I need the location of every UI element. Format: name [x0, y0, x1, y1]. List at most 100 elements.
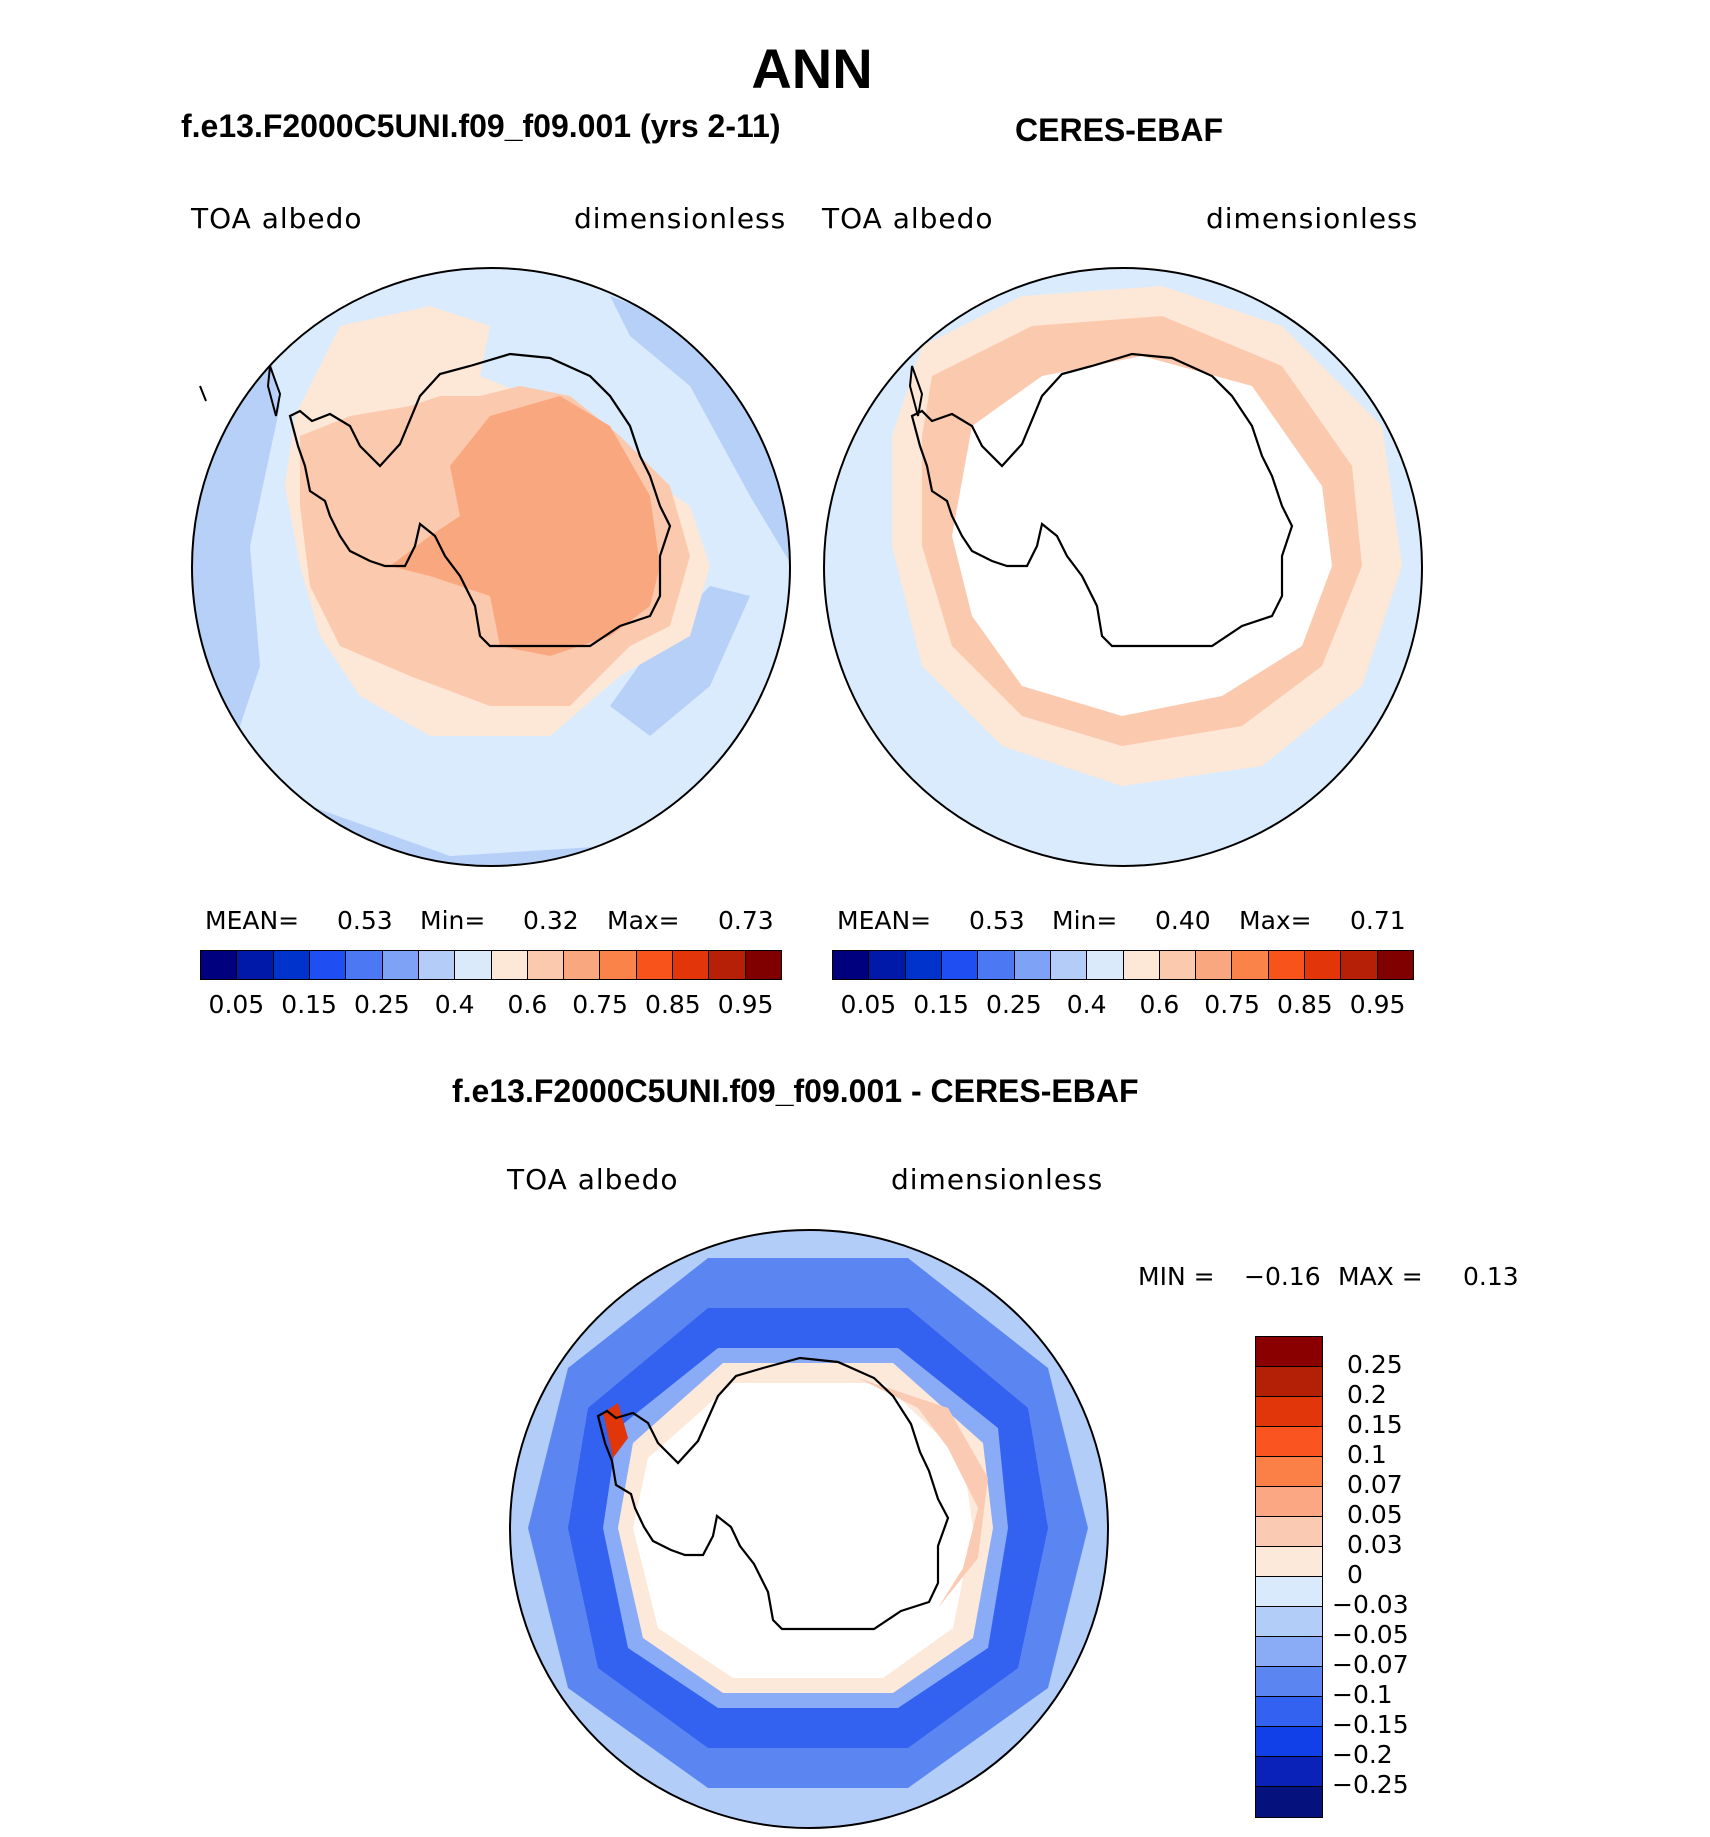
- model-colorbar-swatch: [237, 951, 274, 979]
- diff-colorbar-swatch: [1256, 1457, 1322, 1487]
- diff-colorbar-tick-label: −0.1: [1332, 1680, 1393, 1709]
- model-colorbar-ticks: 0.05 0.15 0.25 0.4 0.6 0.75 0.85 0.95: [200, 990, 782, 1020]
- model-mean-label: MEAN=: [205, 906, 300, 935]
- diff-colorbar-swatch: [1256, 1517, 1322, 1547]
- obs-colorbar-swatch: [1341, 951, 1378, 979]
- diff-colorbar: [1255, 1336, 1323, 1818]
- obs-case-title: CERES-EBAF: [1015, 112, 1224, 148]
- diff-colorbar-tick-label: 0: [1347, 1560, 1363, 1589]
- obs-colorbar-swatch: [1087, 951, 1124, 979]
- model-colorbar-swatch: [346, 951, 383, 979]
- obs-colorbar-tick-label: 0.05: [840, 990, 897, 1019]
- obs-colorbar-swatch: [1377, 951, 1413, 979]
- model-mean-value: 0.53: [337, 906, 393, 935]
- diff-colorbar-swatch: [1256, 1367, 1322, 1397]
- model-colorbar-swatch: [564, 951, 601, 979]
- obs-colorbar-tick-label: 0.6: [1139, 990, 1180, 1019]
- obs-colorbar-tick-label: 0.25: [986, 990, 1042, 1019]
- diff-variable-label: TOA albedo: [507, 1163, 679, 1196]
- diff-colorbar-swatch: [1256, 1487, 1322, 1517]
- model-colorbar-tick-label: 0.15: [281, 990, 337, 1019]
- diff-colorbar-tick-label: −0.03: [1332, 1590, 1409, 1619]
- obs-colorbar-swatch: [1159, 951, 1197, 979]
- diff-colorbar-swatch: [1256, 1577, 1322, 1607]
- obs-mean-label: MEAN=: [837, 906, 932, 935]
- obs-colorbar-tick-label: 0.95: [1349, 990, 1406, 1019]
- model-min-value: 0.32: [523, 906, 579, 935]
- diff-colorbar-tick-label: 0.07: [1347, 1470, 1403, 1499]
- diff-colorbar-tick-label: 0.1: [1347, 1440, 1387, 1469]
- model-polar-map: [191, 267, 791, 867]
- obs-colorbar-tick-label: 0.85: [1277, 990, 1333, 1019]
- obs-colorbar-tick-label: 0.15: [913, 990, 969, 1019]
- diff-colorbar-swatch: [1256, 1667, 1322, 1697]
- model-colorbar-swatch: [273, 951, 310, 979]
- model-case-title: f.e13.F2000C5UNI.f09_f09.001 (yrs 2-11): [181, 108, 781, 144]
- diff-colorbar-tick-label: −0.05: [1332, 1620, 1409, 1649]
- model-colorbar-swatch: [673, 951, 710, 979]
- model-stats: MEAN= 0.53 Min= 0.32 Max= 0.73: [205, 906, 785, 936]
- diff-colorbar-swatch: [1256, 1727, 1322, 1757]
- model-colorbar-tick-label: 0.4: [434, 990, 475, 1019]
- diff-colorbar-tick-label: −0.25: [1332, 1770, 1409, 1799]
- obs-colorbar-swatch: [1014, 951, 1051, 979]
- obs-max-value: 0.71: [1350, 906, 1406, 935]
- diff-colorbar-tick-label: 0.2: [1347, 1380, 1387, 1409]
- obs-stats: MEAN= 0.53 Min= 0.40 Max= 0.71: [837, 906, 1417, 936]
- diff-colorbar-swatch: [1256, 1757, 1322, 1787]
- model-colorbar-swatch: [600, 951, 637, 979]
- diff-stats: MIN = −0.16 MAX = 0.13: [1138, 1262, 1519, 1292]
- model-colorbar-swatch: [455, 951, 492, 979]
- obs-colorbar-swatch: [869, 951, 906, 979]
- obs-colorbar: [832, 950, 1414, 980]
- obs-units-label: dimensionless: [1206, 202, 1419, 235]
- diff-colorbar-swatch: [1256, 1787, 1322, 1817]
- diff-min-value: −0.16: [1244, 1262, 1321, 1291]
- diff-colorbar-swatch: [1256, 1427, 1322, 1457]
- obs-colorbar-swatch: [1123, 951, 1160, 979]
- model-colorbar-swatch: [527, 951, 565, 979]
- model-colorbar-tick-label: 0.05: [208, 990, 265, 1019]
- model-colorbar-swatch: [636, 951, 674, 979]
- diff-polar-map: [509, 1229, 1109, 1829]
- model-colorbar-swatch: [745, 951, 781, 979]
- obs-colorbar-swatch: [1050, 951, 1088, 979]
- diff-max-label: MAX =: [1338, 1262, 1423, 1291]
- obs-colorbar-swatch: [1232, 951, 1269, 979]
- obs-colorbar-swatch: [833, 951, 870, 979]
- model-units-label: dimensionless: [574, 202, 787, 235]
- diff-colorbar-swatch: [1256, 1547, 1322, 1577]
- model-colorbar-tick-label: 0.75: [572, 990, 628, 1019]
- diff-colorbar-swatch: [1256, 1337, 1322, 1367]
- model-colorbar-swatch: [201, 951, 238, 979]
- model-colorbar-swatch: [709, 951, 746, 979]
- diff-colorbar-tick-label: −0.15: [1332, 1710, 1409, 1739]
- model-colorbar-swatch: [491, 951, 528, 979]
- model-colorbar-tick-label: 0.85: [645, 990, 701, 1019]
- obs-colorbar-ticks: 0.05 0.15 0.25 0.4 0.6 0.75 0.85 0.95: [832, 990, 1414, 1020]
- diff-max-value: 0.13: [1463, 1262, 1519, 1291]
- diff-min-label: MIN =: [1138, 1262, 1215, 1291]
- diff-colorbar-swatch: [1256, 1607, 1322, 1637]
- diff-case-title: f.e13.F2000C5UNI.f09_f09.001 - CERES-EBA…: [452, 1073, 1139, 1109]
- obs-mean-value: 0.53: [969, 906, 1025, 935]
- obs-variable-label: TOA albedo: [822, 202, 994, 235]
- obs-colorbar-tick-label: 0.75: [1204, 990, 1260, 1019]
- model-max-value: 0.73: [718, 906, 774, 935]
- obs-colorbar-swatch: [1196, 951, 1233, 979]
- model-colorbar-tick-label: 0.95: [717, 990, 774, 1019]
- diff-colorbar-swatch: [1256, 1697, 1322, 1727]
- diff-colorbar-tick-label: −0.2: [1332, 1740, 1393, 1769]
- model-colorbar-swatch: [418, 951, 456, 979]
- model-colorbar-swatch: [309, 951, 347, 979]
- obs-max-label: Max=: [1239, 906, 1312, 935]
- diff-colorbar-tick-label: 0.25: [1347, 1350, 1403, 1379]
- diff-colorbar-tick-label: 0.15: [1347, 1410, 1403, 1439]
- season-title: ANN: [751, 37, 873, 100]
- obs-colorbar-swatch: [978, 951, 1015, 979]
- obs-min-label: Min=: [1052, 906, 1118, 935]
- model-min-label: Min=: [420, 906, 486, 935]
- model-colorbar-swatch: [382, 951, 419, 979]
- model-variable-label: TOA albedo: [191, 202, 363, 235]
- obs-polar-map: [823, 267, 1423, 867]
